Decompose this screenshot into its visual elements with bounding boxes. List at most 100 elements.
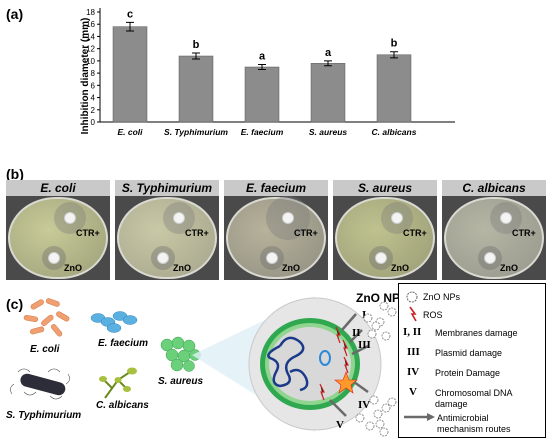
y-tick-label: 18 <box>86 8 95 17</box>
roman-v: V <box>336 419 344 431</box>
zno-np-legend-icon <box>406 291 418 303</box>
legend-routes-1: Antimicrobial <box>437 413 489 423</box>
petri-dish <box>8 197 108 279</box>
zno-label: ZnO <box>173 263 191 273</box>
y-tick-label: 8 <box>91 69 96 78</box>
plate-header: E. coli <box>6 180 110 196</box>
legend-sym-iii: III <box>407 346 420 358</box>
zno-nanoparticle <box>365 421 375 431</box>
zno-nanoparticle <box>381 403 391 413</box>
zno-disc <box>266 252 278 264</box>
y-tick-label: 10 <box>86 57 95 66</box>
zno-disc <box>484 252 496 264</box>
inhibition-bar-chart: 0 2 4 6 8 10 12 14 16 18 c E. coli b S. Typhimurium a… <box>80 8 455 137</box>
ctr-label: CTR+ <box>512 228 536 238</box>
bacterial-cell-diagram <box>248 297 382 431</box>
petri-dish <box>117 197 217 279</box>
bar <box>178 55 214 123</box>
ctr-label: CTR+ <box>294 228 318 238</box>
roman-i: I <box>362 309 366 321</box>
zno-nanoparticle <box>375 419 385 429</box>
zno-label: ZnO <box>500 263 518 273</box>
error-bar <box>192 52 200 60</box>
y-tick-label: 16 <box>86 20 95 29</box>
zno-nanoparticle <box>379 301 389 311</box>
agar-plate-2: S. Typhimurium CTR+ ZnO <box>115 180 219 280</box>
zno-disc <box>375 252 387 264</box>
ctr-label: CTR+ <box>76 228 100 238</box>
error-bar <box>390 51 398 59</box>
zno-nanoparticle <box>363 313 373 323</box>
error-bar <box>258 64 266 70</box>
y-tick-label: 6 <box>91 81 96 90</box>
zno-label: ZnO <box>391 263 409 273</box>
x-tick-label: E. coli <box>117 127 143 137</box>
routes-arrow-icon <box>404 413 435 421</box>
significance-letter: a <box>259 51 266 63</box>
y-tick-label: 0 <box>91 118 96 127</box>
legend-protein-damage: Protein Damage <box>435 368 501 378</box>
petri-dish <box>226 197 326 279</box>
legend-zno-nps: ZnO NPs <box>423 292 461 302</box>
bar <box>376 54 412 123</box>
ctr-disc <box>282 212 294 224</box>
legend-membranes-damage: Membranes damage <box>435 328 518 338</box>
plate-header: S. aureus <box>333 180 437 196</box>
s-typhimurium-illustration <box>10 368 70 400</box>
legend-chromosomal-dna-1: Chromosomal DNA <box>435 388 513 398</box>
ctr-disc <box>173 212 185 224</box>
legend-routes-2: mechanism routes <box>437 424 511 434</box>
org-label-e-coli: E. coli <box>30 344 60 355</box>
zno-nanoparticle <box>367 329 377 339</box>
zno-label: ZnO <box>64 263 82 273</box>
petri-dish <box>444 197 544 279</box>
org-label-s-typhimurium: S. Typhimurium <box>6 410 82 421</box>
bar <box>310 63 346 123</box>
s-aureus-illustration <box>160 336 201 372</box>
significance-letter: b <box>391 38 398 50</box>
legend-plasmid-damage: Plasmid damage <box>435 348 503 358</box>
significance-letter: a <box>325 47 332 59</box>
legend-sym-v: V <box>409 386 417 398</box>
org-label-e-faecium: E. faecium <box>98 338 149 349</box>
y-tick-label: 4 <box>91 94 96 103</box>
ctr-label: CTR+ <box>403 228 427 238</box>
bar <box>112 26 148 123</box>
roman-iii: III <box>358 339 371 351</box>
c-albicans-illustration <box>99 367 137 399</box>
e-coli-illustration <box>23 298 70 337</box>
zno-disc <box>48 252 60 264</box>
ctr-disc <box>500 212 512 224</box>
zno-nanoparticle <box>355 413 365 423</box>
agar-plate-1: E. coli CTR+ ZnO <box>6 180 110 280</box>
legend-sym-iv: IV <box>407 366 420 378</box>
y-axis-label: Inhibition diameter (mm) <box>80 18 91 135</box>
y-tick-label: 14 <box>86 32 95 41</box>
agar-plate-5: C. albicans CTR+ ZnO <box>442 180 546 280</box>
ctr-disc <box>391 212 403 224</box>
y-tick-label: 2 <box>91 106 96 115</box>
x-tick-label: S. Typhimurium <box>164 127 228 137</box>
zno-nanoparticle <box>371 321 381 331</box>
zno-nanoparticle <box>379 427 389 437</box>
error-bar <box>126 21 134 32</box>
zno-nanoparticles <box>355 301 397 437</box>
panel-label-a: (a) <box>6 6 24 22</box>
mechanism-arrows <box>329 313 369 417</box>
zno-disc <box>157 252 169 264</box>
roman-iv: IV <box>358 399 370 411</box>
legend-chromosomal-dna-2: damage <box>435 399 468 409</box>
x-tick-label: S. aureus <box>309 127 348 137</box>
mechanism-illustration: I II III IV V ZnO NPs <box>10 291 400 437</box>
ctr-label: CTR+ <box>185 228 209 238</box>
bar <box>244 66 280 123</box>
x-tick-label: C. albicans <box>372 127 417 137</box>
zno-nanoparticle <box>369 395 379 405</box>
petri-dish <box>335 197 435 279</box>
significance-letter: c <box>127 8 133 20</box>
legend-sym-i-ii: I, II <box>403 326 422 338</box>
org-label-s-aureus: S. aureus <box>158 376 204 387</box>
roman-ii: II <box>352 327 361 339</box>
zno-nanoparticle <box>381 331 391 341</box>
y-tick-label: 12 <box>86 45 95 54</box>
